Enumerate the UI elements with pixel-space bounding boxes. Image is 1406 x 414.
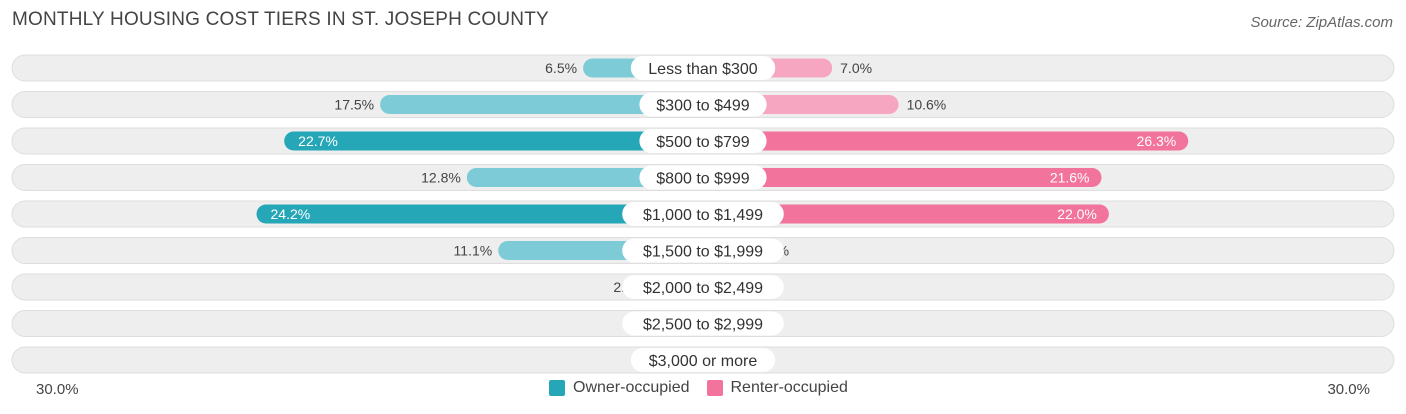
renter-value-label: 22.0%	[1057, 206, 1097, 222]
owner-value-label: 22.7%	[298, 133, 338, 149]
category-pill	[639, 92, 767, 117]
category-label: $1,000 to $1,499	[643, 207, 763, 224]
renter-bar	[703, 131, 1189, 151]
category-pill	[630, 56, 776, 80]
category-label: $300 to $499	[656, 98, 750, 115]
category-label: $3,000 or more	[649, 353, 758, 370]
source-label: Source: ZipAtlas.com	[1250, 14, 1393, 31]
owner-bar	[380, 95, 703, 114]
category-pill	[622, 275, 784, 299]
category-label: $800 to $999	[656, 171, 750, 188]
category-label: $2,500 to $2,999	[643, 317, 763, 334]
renter-swatch-icon	[706, 380, 723, 396]
category-label: $2,000 to $2,499	[643, 280, 763, 297]
renter-bar	[703, 168, 1102, 187]
category-label: $1,500 to $1,999	[643, 244, 763, 261]
renter-value-label: 26.3%	[1137, 133, 1177, 149]
category-label: $500 to $799	[656, 134, 750, 151]
owner-value-label: 6.5%	[545, 60, 577, 76]
category-pill	[622, 311, 784, 336]
chart-title: MONTHLY HOUSING COST TIERS IN ST. JOSEPH…	[12, 9, 549, 30]
owner-value-label: 24.2%	[271, 206, 311, 222]
renter-value-label: 7.0%	[840, 60, 872, 76]
renter-value-label: 21.6%	[1050, 170, 1090, 186]
legend-item-owner[interactable]: Owner-occupied	[549, 379, 690, 397]
legend-item-renter[interactable]: Renter-occupied	[706, 379, 848, 397]
category-pill	[630, 348, 776, 372]
renter-value-label: 10.6%	[907, 97, 947, 113]
renter-bar	[703, 204, 1109, 224]
axis-left-label: 30.0%	[36, 381, 79, 398]
owner-value-label: 17.5%	[334, 97, 374, 113]
owner-bar	[256, 204, 703, 224]
owner-bar	[284, 131, 703, 151]
owner-swatch-icon	[549, 380, 565, 396]
legend: Owner-occupied Renter-occupied	[549, 379, 865, 397]
legend-renter-label: Renter-occupied	[730, 379, 848, 396]
category-pill	[639, 165, 767, 190]
category-label: Less than $300	[648, 61, 758, 78]
owner-value-label: 11.1%	[454, 243, 493, 259]
category-pill	[639, 129, 767, 153]
owner-value-label: 12.8%	[421, 170, 461, 186]
category-pill	[622, 202, 784, 226]
category-pill	[622, 238, 784, 263]
legend-owner-label: Owner-occupied	[573, 379, 690, 396]
axis-right-label: 30.0%	[1327, 381, 1370, 398]
